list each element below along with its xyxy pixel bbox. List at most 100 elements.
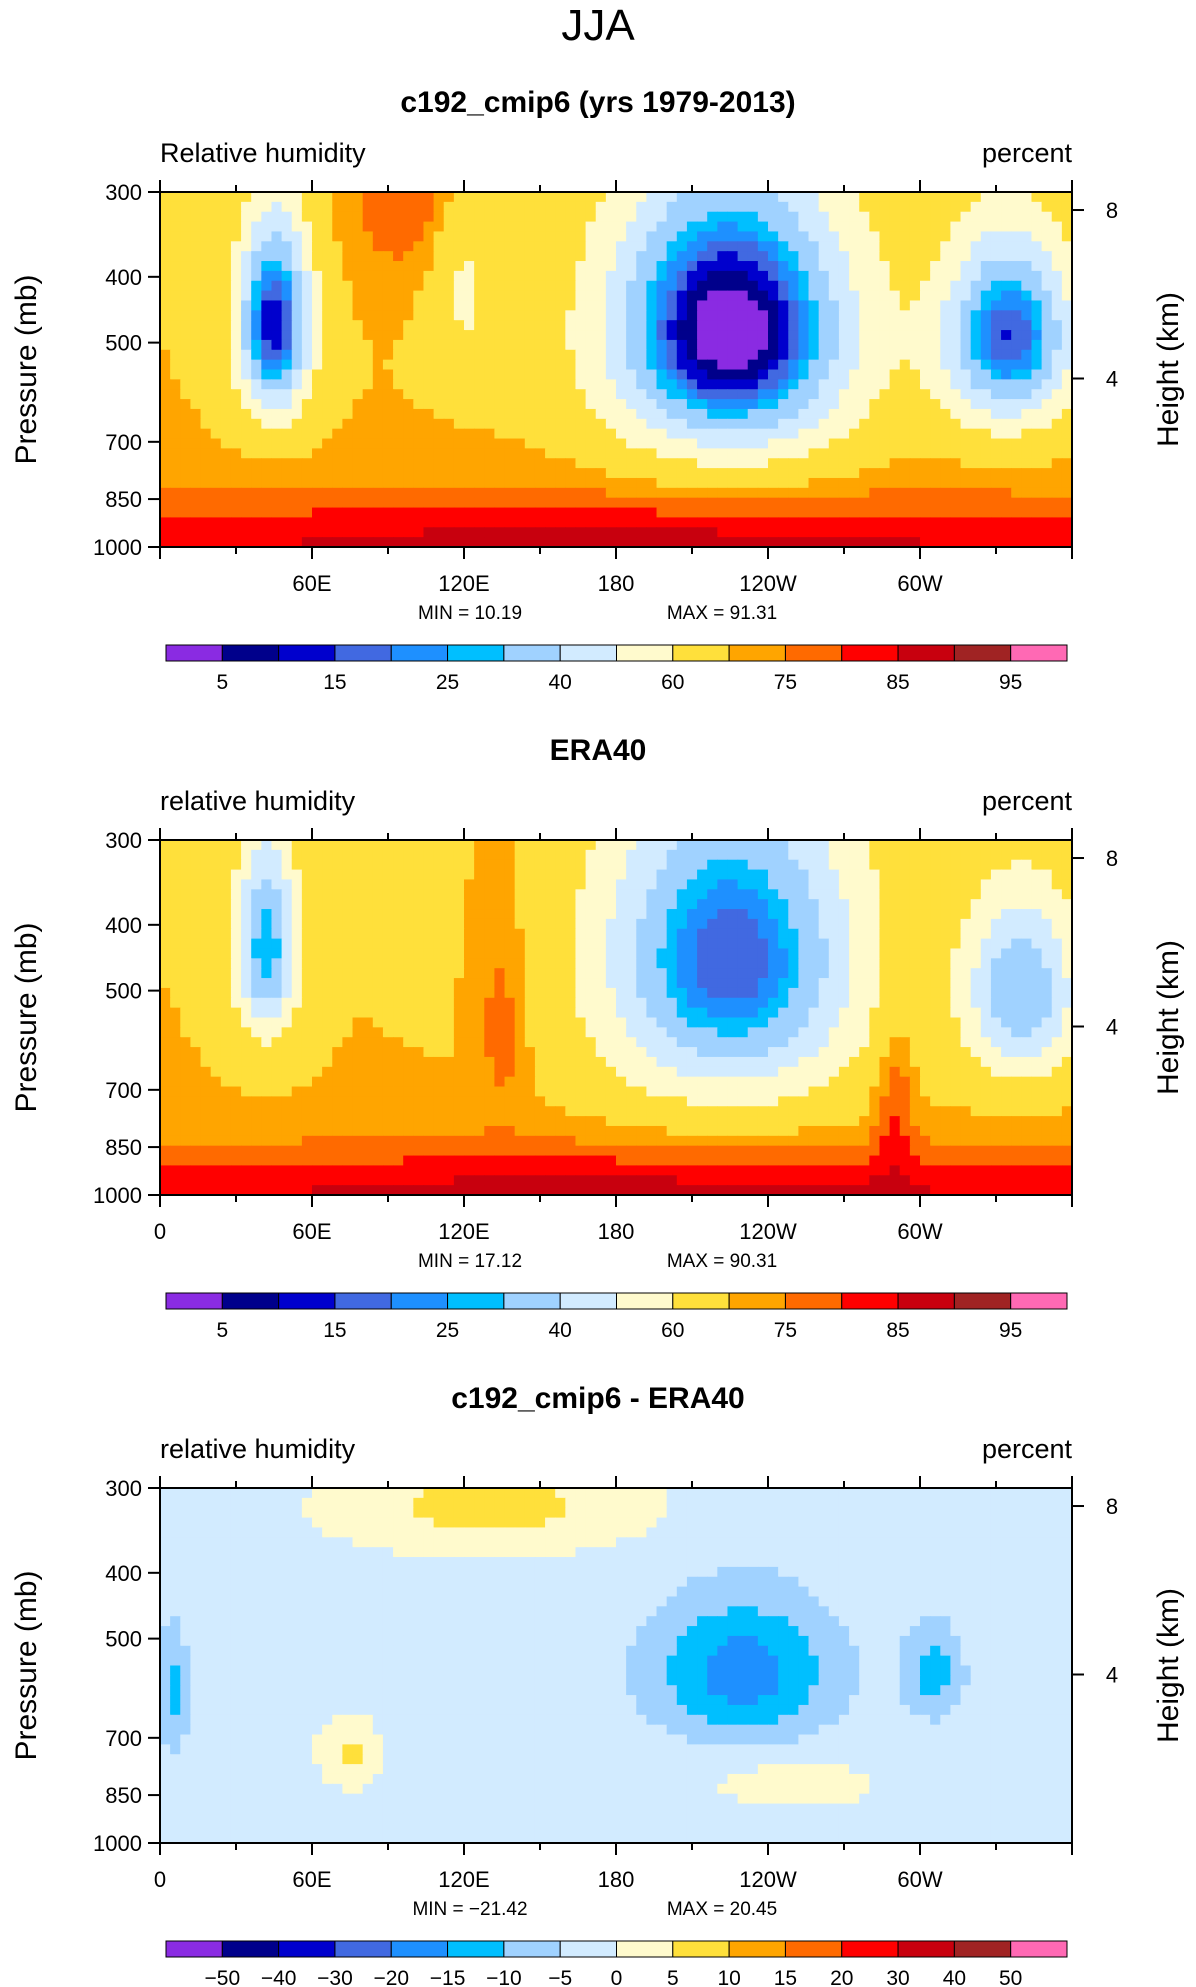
field-cell xyxy=(940,537,951,548)
field-cell xyxy=(1001,310,1012,321)
field-cell xyxy=(403,359,414,371)
field-cell xyxy=(778,349,789,361)
y-tick-label: 700 xyxy=(105,430,142,455)
field-cell xyxy=(220,418,232,430)
field-cell xyxy=(930,428,941,440)
field-cell xyxy=(626,408,637,420)
field-cell xyxy=(291,537,303,548)
field-cell xyxy=(514,958,526,969)
field-cell xyxy=(676,192,688,203)
field-cell xyxy=(686,987,698,999)
field-cell xyxy=(160,928,171,940)
field-cell xyxy=(504,849,516,861)
field-cell xyxy=(798,918,810,930)
field-cell xyxy=(565,507,577,519)
field-cell xyxy=(990,251,1002,262)
field-cell xyxy=(524,859,536,871)
field-cell xyxy=(241,251,252,262)
field-cell xyxy=(453,889,465,900)
field-cell xyxy=(251,899,262,910)
field-cell xyxy=(494,889,506,900)
field-cell xyxy=(382,339,394,351)
field-cell xyxy=(484,909,495,920)
field-cell xyxy=(909,928,921,940)
field-cell xyxy=(879,997,891,1009)
field-cell xyxy=(1011,507,1022,519)
field-cell xyxy=(940,928,951,940)
field-cell xyxy=(382,369,394,380)
field-cell xyxy=(524,458,536,469)
field-cell xyxy=(534,879,546,890)
field-cell xyxy=(494,840,506,851)
field-cell xyxy=(737,389,749,400)
field-cell xyxy=(869,958,881,969)
field-cell xyxy=(443,987,455,999)
field-cell xyxy=(697,1007,708,1019)
field-cell xyxy=(271,918,283,930)
field-cell xyxy=(828,948,840,959)
field-cell xyxy=(362,987,374,999)
field-cell xyxy=(585,330,597,341)
field-cell xyxy=(261,349,273,361)
field-cell xyxy=(1011,958,1022,969)
field-cell xyxy=(595,310,607,321)
field-cell xyxy=(585,987,597,999)
field-cell xyxy=(940,1007,951,1019)
field-cell xyxy=(1041,428,1053,440)
field-cell xyxy=(474,477,485,489)
field-cell xyxy=(241,468,252,479)
colorbar-box xyxy=(728,644,786,662)
field-cell xyxy=(757,320,769,331)
field-cell xyxy=(170,310,181,321)
field-cell xyxy=(362,251,374,262)
field-cell xyxy=(372,997,384,1009)
field-cell xyxy=(798,241,810,252)
field-cell xyxy=(312,221,323,233)
field-cell xyxy=(220,320,232,331)
field-cell xyxy=(170,869,181,881)
field-cell xyxy=(889,487,901,499)
field-cell xyxy=(423,477,435,489)
field-cell xyxy=(342,458,354,469)
field-cell xyxy=(889,379,901,390)
field-cell xyxy=(595,330,607,341)
field-cell xyxy=(727,497,739,509)
field-cell xyxy=(322,270,333,282)
field-cell xyxy=(960,997,972,1009)
field-cell xyxy=(838,389,850,400)
field-cell xyxy=(950,517,962,528)
field-cell xyxy=(281,497,293,509)
field-cell xyxy=(180,369,191,380)
field-cell xyxy=(393,280,404,292)
field-cell xyxy=(697,517,708,528)
field-cell xyxy=(717,487,729,499)
field-cell xyxy=(585,958,597,969)
field-cell xyxy=(798,221,810,233)
field-cell xyxy=(220,211,232,223)
field-cell xyxy=(757,958,769,969)
field-cell xyxy=(433,438,445,449)
field-cell xyxy=(838,369,850,380)
field-cell xyxy=(737,261,749,272)
field-cell xyxy=(626,330,637,341)
field-cell xyxy=(727,997,739,1009)
field-cell xyxy=(362,918,374,930)
field-cell xyxy=(393,978,404,989)
field-cell xyxy=(241,879,252,890)
field-cell xyxy=(332,221,343,233)
field-cell xyxy=(727,251,739,262)
field-cell xyxy=(879,290,891,302)
field-cell xyxy=(1011,968,1022,979)
field-cell xyxy=(859,889,870,900)
field-cell xyxy=(666,849,678,861)
field-cell xyxy=(555,527,566,538)
field-cell xyxy=(261,840,273,851)
field-cell xyxy=(818,879,830,890)
field-cell xyxy=(514,330,526,341)
field-cell xyxy=(828,497,840,509)
field-cell xyxy=(251,968,262,979)
field-cell xyxy=(555,231,566,242)
field-cell xyxy=(180,517,191,528)
field-cell xyxy=(646,997,658,1009)
field-cell xyxy=(788,192,799,203)
